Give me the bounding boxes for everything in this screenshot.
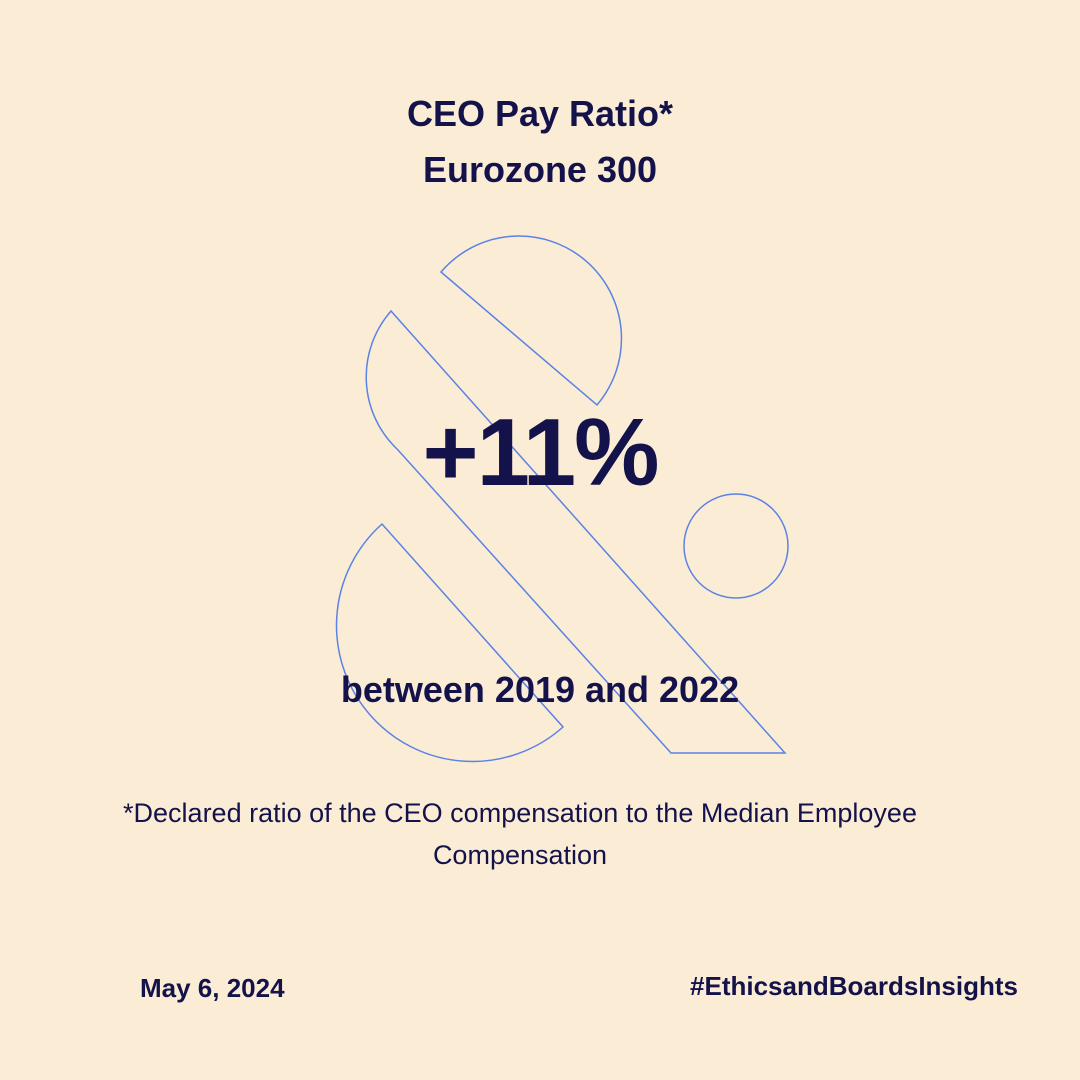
footnote: *Declared ratio of the CEO compensation … [123, 798, 917, 870]
bottom-half-disc-shape [335, 522, 565, 763]
hashtag: #EthicsandBoardsInsights [690, 971, 1018, 1001]
diagonal-band-shape [365, 309, 787, 754]
top-half-disc-shape [439, 235, 623, 407]
page-subtitle: Eurozone 300 [422, 149, 658, 190]
small-circle-shape [683, 493, 789, 599]
stat-period: between 2019 and 2022 [340, 669, 740, 710]
publish-date: May 6, 2024 [140, 973, 285, 1003]
headline-stat: +11% [422, 399, 660, 506]
page-title: CEO Pay Ratio* [406, 93, 674, 134]
